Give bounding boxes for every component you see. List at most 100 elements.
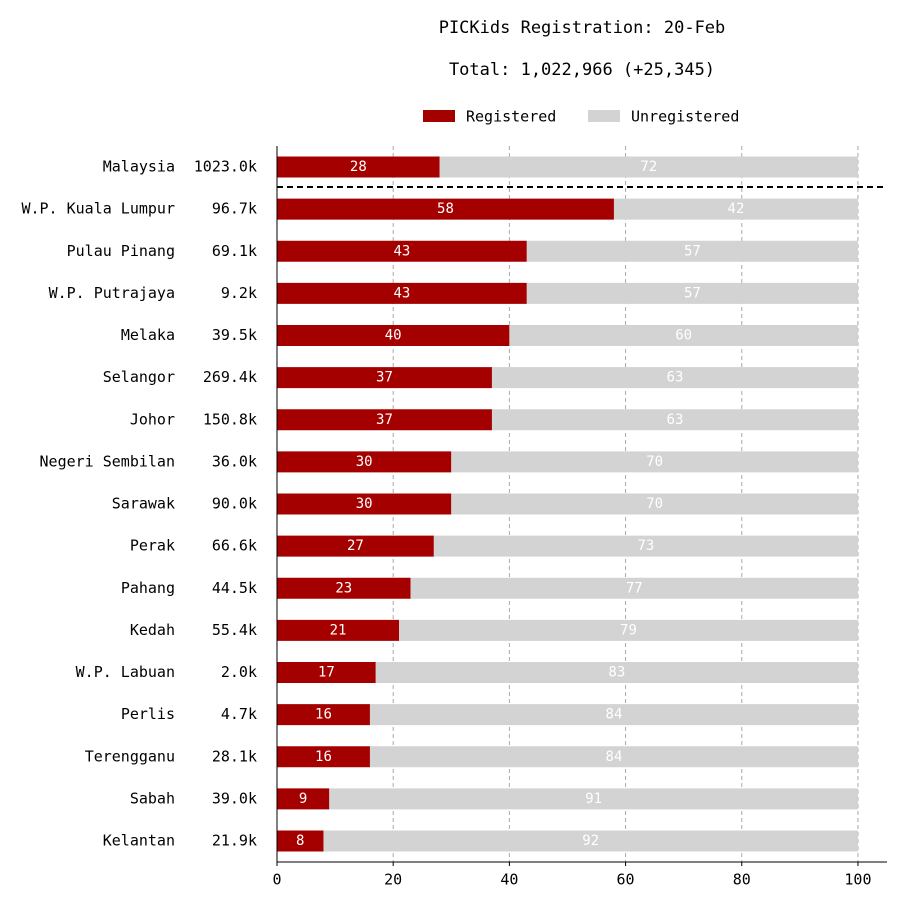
bar-segment [526,240,858,262]
category-total: 44.5k [212,579,257,597]
bar-segment [369,704,858,726]
category-label: Terengganu [85,747,175,765]
value-label: 16 [315,749,332,765]
bar-segment [439,156,858,178]
value-label: 21 [330,622,347,638]
x-tick-label: 80 [733,871,751,889]
value-label: 42 [728,201,745,217]
bar-segment [526,282,858,304]
bar-segment [277,451,452,473]
category-total: 28.1k [212,747,257,765]
bar-segment [277,240,527,262]
category-total: 66.6k [212,537,257,555]
value-label: 40 [385,328,402,344]
category-total: 96.7k [212,200,257,218]
value-label: 16 [315,707,332,723]
category-total: 36.0k [212,452,257,470]
bar-segment [613,198,858,220]
value-label: 30 [356,454,373,470]
category-total: 4.7k [221,705,257,723]
value-label: 8 [296,833,304,849]
bar-segment [277,662,376,683]
category-total: 69.1k [212,242,257,260]
bar-segment [277,409,492,431]
category-label: Malaysia [103,158,175,176]
category-label: Kedah [130,621,175,639]
bar-segment [491,367,858,389]
value-label: 84 [606,707,623,723]
category-label: Johor [130,410,175,428]
value-label: 17 [318,665,335,681]
value-label: 57 [684,285,701,301]
bar-segment [277,198,614,220]
legend-label: Registered [466,108,556,126]
category-label: Selangor [103,368,175,386]
bar-segment [277,704,370,726]
value-label: 37 [376,412,393,428]
category-total: 269.4k [203,368,257,386]
category-total: 150.8k [203,410,257,428]
bar-segment [277,535,434,557]
category-total: 1023.0k [194,158,257,176]
category-total: 90.0k [212,495,257,513]
bar-segment [329,788,858,810]
category-total: 21.9k [212,832,257,850]
bar-segment [369,746,858,768]
bar-segment [410,577,858,599]
value-label: 9 [299,791,307,807]
bar-segment [277,746,370,768]
category-total: 39.0k [212,789,257,807]
x-tick-label: 20 [384,871,402,889]
value-label: 37 [376,370,393,386]
value-label: 63 [667,412,684,428]
category-label: Kelantan [103,832,175,850]
bar-segment [277,325,510,346]
value-label: 60 [675,328,692,344]
value-label: 43 [393,243,410,259]
category-label: W.P. Putrajaya [49,284,175,302]
category-label: W.P. Labuan [76,663,175,681]
value-label: 91 [585,791,602,807]
value-label: 72 [640,159,657,175]
category-label: Pulau Pinang [67,242,175,260]
value-label: 92 [582,833,599,849]
bar-segment [375,662,858,683]
category-label: Perak [130,537,175,555]
value-label: 43 [393,285,410,301]
value-label: 28 [350,159,367,175]
category-total: 39.5k [212,326,257,344]
bar-segment [277,367,492,389]
x-tick-label: 100 [844,871,871,889]
category-label: Sarawak [112,495,175,513]
bar-segment [323,830,858,852]
category-label: Perlis [121,705,175,723]
bar-segment [399,619,858,641]
category-label: W.P. Kuala Lumpur [21,200,175,218]
category-total: 2.0k [221,663,257,681]
bar-segment [451,493,858,515]
category-total: 55.4k [212,621,257,639]
bar-segment [277,577,411,599]
category-label: Melaka [121,326,175,344]
x-tick-label: 0 [272,871,281,889]
legend-swatch [423,110,455,122]
category-label: Sabah [130,789,175,807]
value-label: 84 [606,749,623,765]
bar-segment [277,619,399,641]
bar-segment [433,535,858,557]
category-total: 9.2k [221,284,257,302]
bar-segment [491,409,858,431]
x-tick-label: 60 [617,871,635,889]
value-label: 79 [620,622,637,638]
chart-title: PICKids Registration: 20-Feb [439,18,726,38]
bar-segment [277,788,330,810]
bar-segment [451,451,858,473]
bar-segment [277,493,452,515]
value-label: 63 [667,370,684,386]
value-label: 58 [437,201,454,217]
value-label: 57 [684,243,701,259]
bar-segment [277,156,440,178]
legend-swatch [588,110,620,122]
value-label: 83 [608,665,625,681]
